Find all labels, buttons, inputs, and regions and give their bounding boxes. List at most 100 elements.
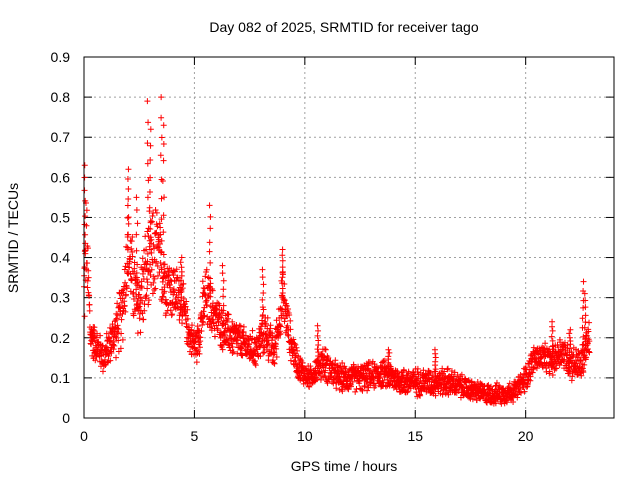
data-point [160, 122, 167, 129]
data-point [279, 252, 286, 259]
data-point [147, 272, 154, 279]
data-point [400, 367, 407, 374]
data-point [582, 338, 589, 345]
data-point [178, 294, 185, 301]
data-point [561, 356, 568, 363]
data-point [322, 346, 329, 353]
data-point [219, 262, 226, 269]
data-point [220, 277, 227, 284]
data-point [86, 292, 93, 299]
data-point [143, 276, 150, 283]
data-point [224, 319, 231, 326]
data-point [213, 306, 220, 313]
data-point [147, 157, 154, 164]
data-point [321, 346, 328, 353]
data-point [81, 221, 88, 228]
data-point [582, 297, 589, 304]
data-point [198, 327, 205, 334]
data-point [287, 317, 294, 324]
data-point [124, 214, 131, 221]
data-point [586, 319, 593, 326]
data-point [432, 354, 439, 361]
data-point [86, 301, 93, 308]
data-point [372, 382, 379, 389]
data-point [177, 289, 184, 296]
data-point [580, 278, 587, 285]
data-point [315, 363, 322, 370]
data-point [572, 357, 579, 364]
data-point [112, 333, 119, 340]
data-point [339, 360, 346, 367]
data-point [270, 357, 277, 364]
data-point [147, 246, 154, 253]
data-point [567, 355, 574, 362]
data-point [92, 357, 99, 364]
plot-frame [83, 56, 615, 419]
data-point [119, 336, 126, 343]
data-point [122, 291, 129, 298]
data-point [270, 359, 277, 366]
data-point [81, 187, 88, 194]
data-point [115, 348, 122, 355]
data-point [586, 349, 593, 356]
data-point [249, 327, 256, 334]
data-point [314, 322, 321, 329]
data-point [581, 324, 588, 331]
data-point [114, 322, 121, 329]
data-point [582, 332, 589, 339]
data-point [293, 344, 300, 351]
data-point [530, 344, 537, 351]
x-tick-label: 20 [518, 428, 534, 444]
data-point [145, 267, 152, 274]
data-point [207, 259, 214, 266]
data-point [209, 316, 216, 323]
data-point [149, 212, 156, 219]
data-point [134, 261, 141, 268]
data-point [425, 375, 432, 382]
data-point [385, 372, 392, 379]
data-point [448, 384, 455, 391]
data-point [385, 346, 392, 353]
data-point [201, 312, 208, 319]
data-point [83, 207, 90, 214]
data-point [386, 349, 393, 356]
data-point [144, 279, 151, 286]
data-point [279, 285, 286, 292]
data-point [85, 267, 92, 274]
data-point [557, 339, 564, 346]
data-point [273, 345, 280, 352]
data-point [178, 286, 185, 293]
data-point [216, 311, 223, 318]
data-point [122, 263, 129, 270]
data-point [229, 318, 236, 325]
data-point [151, 245, 158, 252]
data-point [124, 176, 131, 183]
data-point [122, 279, 129, 286]
data-point [213, 307, 220, 314]
data-point [202, 273, 209, 280]
data-point [123, 243, 130, 250]
data-point [527, 373, 534, 380]
data-point [236, 322, 243, 329]
data-point [297, 356, 304, 363]
data-point [279, 294, 286, 301]
data-point [538, 360, 545, 367]
data-point [225, 341, 232, 348]
data-point [284, 322, 291, 329]
data-point [290, 346, 297, 353]
data-point [133, 286, 140, 293]
data-point [281, 315, 288, 322]
data-point [81, 162, 88, 169]
data-point [444, 365, 451, 372]
x-tick-label: 0 [80, 428, 88, 444]
grid-lines [84, 57, 614, 418]
data-point [188, 343, 195, 350]
data-point [410, 371, 417, 378]
y-tick-label: 0.9 [51, 49, 71, 65]
data-point [549, 356, 556, 363]
data-point [521, 388, 528, 395]
data-point [230, 348, 237, 355]
data-point [82, 250, 89, 257]
data-point [196, 350, 203, 357]
